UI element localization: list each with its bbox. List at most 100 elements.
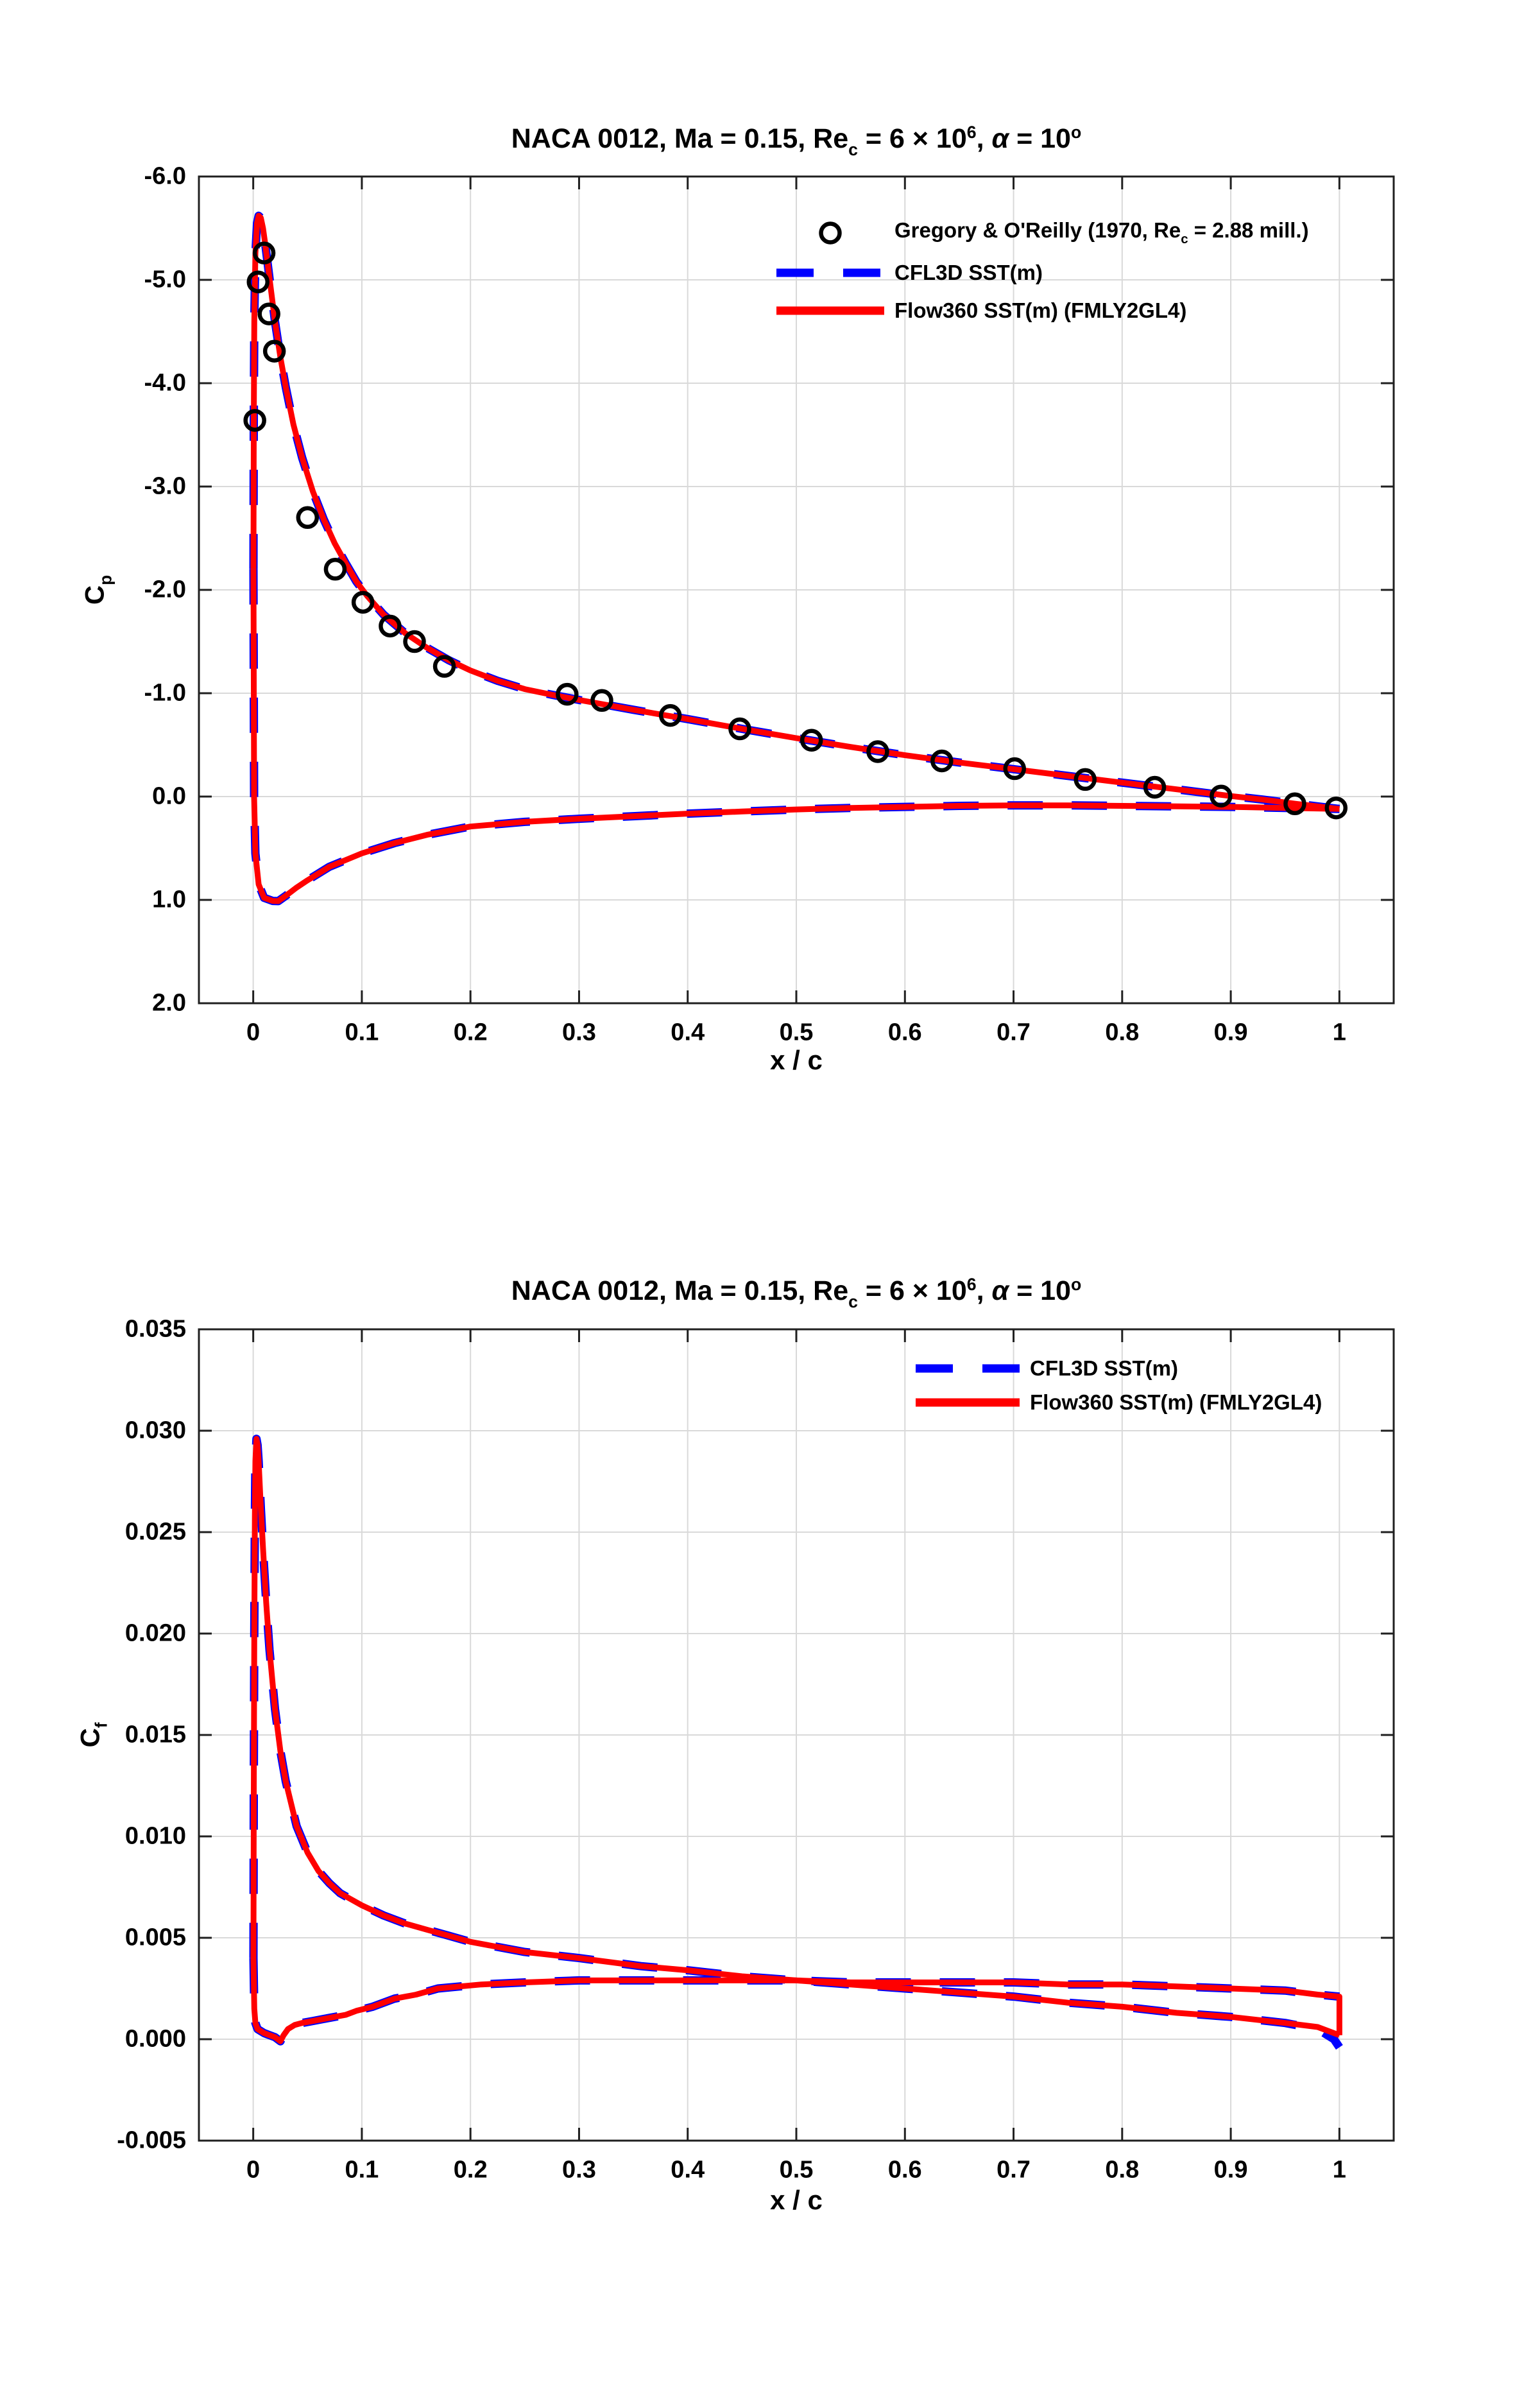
text-part: ,: [976, 1275, 992, 1306]
cp-flow360-sst-m-curve: [250, 212, 1340, 812]
cf-x-tick-label: 0.6: [887, 2156, 922, 2184]
cp-legend-entry-0: Gregory & O'Reilly (1970, Rec = 2.88 mil…: [775, 218, 1309, 248]
legend-label: CFL3D SST(m): [894, 261, 1043, 285]
cf-x-tick-label: 0: [246, 2156, 261, 2184]
cp-gregory-oreilly-experiment-point: [1324, 796, 1348, 820]
cp-gregory-oreilly-experiment-point: [866, 740, 889, 763]
cp-gregory-oreilly-experiment-point: [800, 729, 823, 752]
cp-x-tick-label: 0.2: [453, 1019, 488, 1046]
text-part: = 2.88 mill.): [1188, 218, 1309, 243]
text-part: f: [91, 1722, 111, 1729]
text-part: 10: [928, 123, 967, 154]
cp-gregory-oreilly-experiment-point: [1074, 768, 1097, 791]
cf-flow360-sst-m-curve: [250, 1958, 1342, 2044]
legend-dashed-line-icon: [776, 268, 884, 277]
text-part: 6: [966, 123, 977, 142]
cf-flow360-sst-m-curve: [250, 1436, 1340, 2038]
text-part: = 6: [857, 123, 912, 154]
cf-y-tick-label: 0.035: [124, 1315, 186, 1343]
cp-gregory-oreilly-experiment-point: [379, 614, 402, 638]
text-part: = 10: [1009, 1275, 1071, 1306]
cf-y-tick-label: -0.005: [117, 2127, 186, 2154]
cf-legend-entry-1: Flow360 SST(m) (FMLY2GL4): [914, 1387, 1322, 1418]
text-part: p: [96, 574, 116, 585]
cf-x-tick-label: 0.5: [779, 2156, 814, 2184]
cp-x-tick-label: 0.1: [345, 1019, 379, 1046]
cp-gregory-oreilly-experiment-point: [1283, 792, 1306, 816]
cf-x-axis-label: x / c: [770, 2185, 823, 2215]
cp-y-axis-label: Cp: [80, 575, 116, 605]
text-part: α: [991, 1275, 1009, 1306]
cf-y-tick-label: 0.020: [124, 1619, 186, 1647]
text-part: = 10: [1009, 123, 1071, 154]
cf-x-tick-label: 0.9: [1213, 2156, 1248, 2184]
cp-gregory-oreilly-experiment-point: [257, 302, 280, 325]
legend-label: Flow360 SST(m) (FMLY2GL4): [894, 298, 1186, 323]
text-part: c: [848, 139, 858, 159]
cf-x-tick-label: 0.2: [453, 2156, 488, 2184]
cp-flow360-sst-m-curve: [250, 569, 1340, 904]
cf-x-tick-label: 0.7: [997, 2156, 1031, 2184]
legend-dashed-line-icon: [916, 1364, 1020, 1373]
legend-label: CFL3D SST(m): [1030, 1356, 1178, 1381]
text-part: ×: [912, 123, 928, 154]
legend-label: Gregory & O'Reilly (1970, Rec = 2.88 mil…: [894, 218, 1309, 247]
cf-x-tick-label: 0.1: [345, 2156, 379, 2184]
cp-x-tick-label: 1: [1332, 1019, 1346, 1046]
cf-x-tick-label: 0.8: [1105, 2156, 1140, 2184]
cp-y-tick-label: -3.0: [144, 472, 186, 500]
cp-gregory-oreilly-experiment-point: [930, 749, 954, 773]
cp-gregory-oreilly-experiment-point: [246, 270, 270, 293]
text-part: CFL3D SST(m): [894, 261, 1043, 284]
text-part: Flow360 SST(m) (FMLY2GL4): [894, 298, 1187, 322]
cp-x-axis-label: x / c: [770, 1045, 823, 1075]
legend-solid-line-icon: [916, 1398, 1020, 1407]
circle-glyph: [819, 221, 842, 245]
cp-y-tick-label: 0.0: [152, 782, 186, 810]
cp-gregory-oreilly-experiment-point: [728, 717, 751, 741]
cf-y-tick-label: 0.015: [124, 1721, 186, 1748]
cp-legend-entry-2: Flow360 SST(m) (FMLY2GL4): [775, 295, 1186, 326]
text-part: 10: [928, 1275, 967, 1306]
text-part: 6: [966, 1275, 977, 1295]
cp-gregory-oreilly-experiment-point: [351, 591, 375, 614]
legend-circle-marker-icon: [819, 221, 842, 245]
cf-y-tick-label: 0.000: [124, 2025, 186, 2053]
text-part: Gregory & O'Reilly (1970, Re: [894, 218, 1181, 243]
text-part: α: [991, 123, 1009, 154]
text-part: ,: [976, 123, 992, 154]
text-part: CFL3D SST(m): [1030, 1356, 1178, 1380]
cp-gregory-oreilly-experiment-point: [1210, 784, 1233, 807]
cp-gregory-oreilly-experiment-point: [1003, 757, 1026, 781]
cp-x-tick-label: 0.8: [1105, 1019, 1140, 1046]
cp-gregory-oreilly-experiment-point: [403, 630, 426, 653]
cp-x-tick-label: 0.4: [671, 1019, 705, 1046]
cp-gregory-oreilly-experiment-point: [432, 655, 456, 678]
text-part: C: [79, 585, 110, 605]
cf-y-tick-label: 0.005: [124, 1924, 186, 1951]
cp-y-tick-label: -4.0: [144, 369, 186, 397]
cp-x-tick-label: 0.5: [779, 1019, 814, 1046]
cp-gregory-oreilly-experiment-point: [296, 506, 320, 530]
cp-gregory-oreilly-experiment-point: [590, 689, 613, 712]
text-part: o: [1070, 1275, 1082, 1295]
cp-gregory-oreilly-experiment-point: [243, 409, 266, 432]
cp-x-tick-label: 0.9: [1213, 1019, 1248, 1046]
cp-x-tick-label: 0: [246, 1019, 261, 1046]
legend-label: Flow360 SST(m) (FMLY2GL4): [1030, 1390, 1322, 1415]
text-part: NACA 0012, Ma = 0.15, Re: [511, 1275, 849, 1306]
text-part: c: [848, 1291, 858, 1311]
cf-x-tick-label: 0.4: [671, 2156, 705, 2184]
text-part: ×: [912, 1275, 928, 1306]
cf-y-tick-label: 0.025: [124, 1518, 186, 1546]
text-part: C: [74, 1728, 105, 1748]
cf-x-tick-label: 1: [1332, 2156, 1346, 2184]
cp-gregory-oreilly-experiment-point: [323, 558, 347, 581]
cp-gregory-oreilly-experiment-point: [658, 703, 682, 727]
legend-solid-line-icon: [776, 306, 884, 315]
text-part: o: [1070, 123, 1082, 142]
cp-axes-box: [198, 175, 1395, 1005]
cp-y-tick-label: 1.0: [152, 886, 186, 913]
